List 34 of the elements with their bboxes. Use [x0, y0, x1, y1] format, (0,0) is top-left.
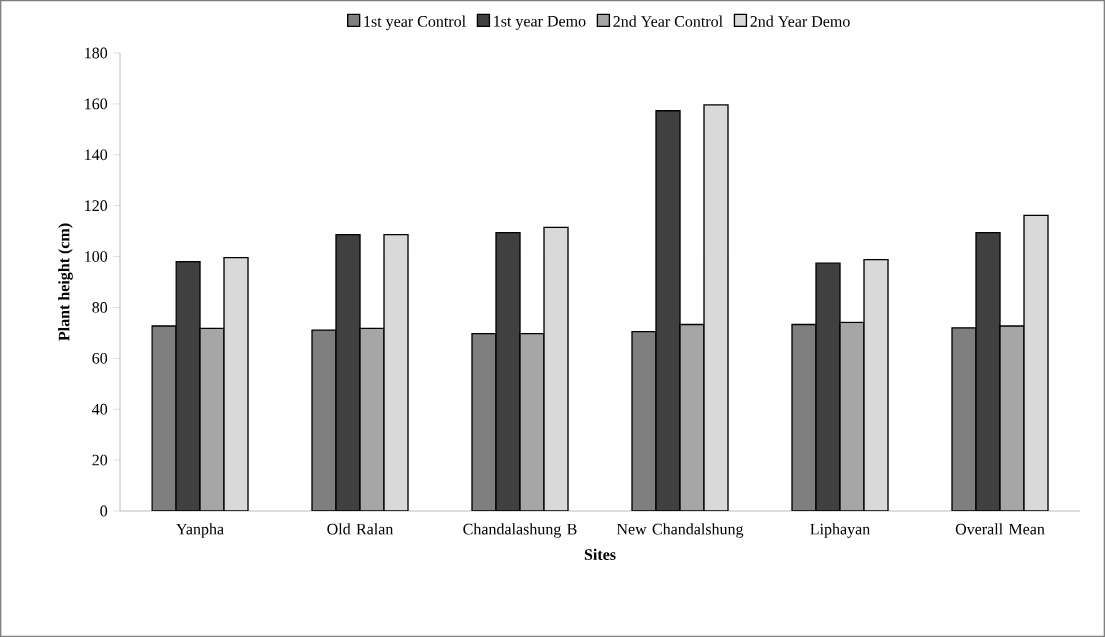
- legend-label: 2nd Year Control: [613, 15, 723, 27]
- bar: [519, 332, 545, 511]
- x-tick-label: New Chandalshung: [616, 523, 744, 538]
- bar: [543, 226, 569, 511]
- bar: [679, 323, 705, 511]
- bar: [999, 325, 1025, 511]
- bar: [703, 104, 729, 511]
- bar: [863, 258, 889, 511]
- y-tick-label: 40: [92, 403, 108, 415]
- y-tick-label: 80: [92, 302, 108, 313]
- bar: [223, 256, 249, 511]
- bar: [839, 321, 865, 511]
- y-tick-label: 180: [85, 47, 108, 59]
- y-tick-label: 140: [85, 149, 108, 161]
- x-tick-label: Yanpha: [176, 523, 224, 538]
- x-tick-label: Old Ralan: [327, 523, 394, 535]
- y-tick-label: 120: [85, 200, 108, 212]
- x-axis-title: Sites: [584, 548, 616, 560]
- legend-label: 2nd Year Demo: [750, 15, 850, 27]
- x-tick-label: Overall Mean: [955, 523, 1045, 535]
- bar: [383, 234, 409, 511]
- legend-label: 1st year Demo: [494, 15, 586, 30]
- y-tick-label: 100: [85, 251, 108, 262]
- x-tick-label: Chandalashung B: [463, 523, 577, 538]
- y-tick-label: 0: [100, 505, 108, 517]
- bar: [199, 327, 225, 511]
- bar: [359, 327, 385, 511]
- y-tick-label: 20: [92, 454, 108, 466]
- y-tick-label: 60: [92, 352, 108, 364]
- x-tick-label: Liphayan: [810, 523, 870, 538]
- legend-label: 1st year Control: [364, 15, 466, 31]
- y-axis-title: Plant height (cm): [58, 223, 73, 341]
- y-tick-label: 160: [85, 98, 108, 110]
- bar: [1023, 214, 1049, 511]
